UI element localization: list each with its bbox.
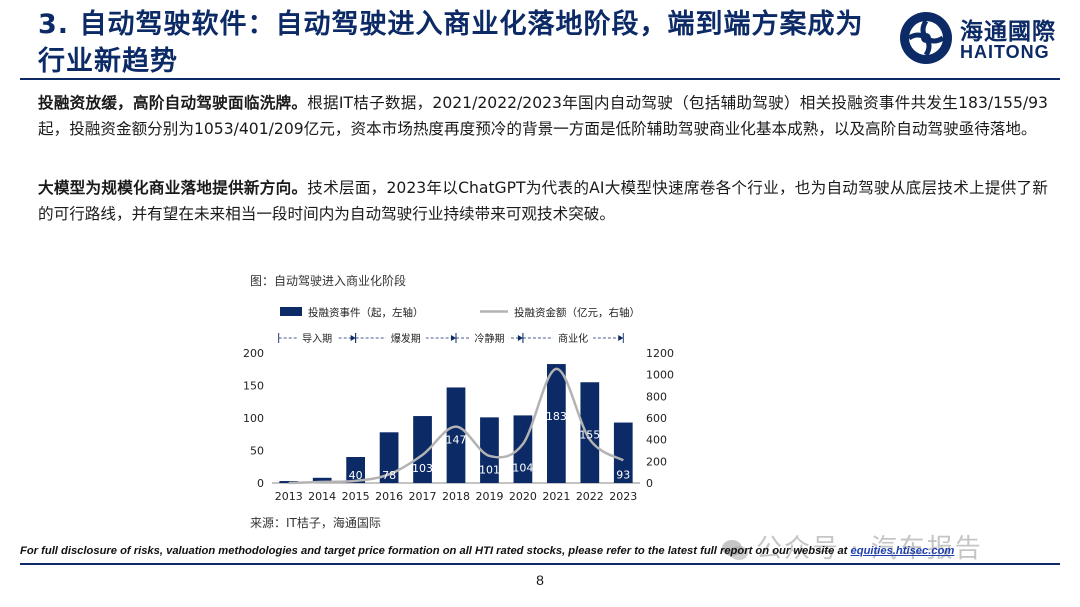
phase-label-bg xyxy=(469,330,510,346)
phase-arrowhead xyxy=(451,335,456,341)
x-axis-tick-label: 2014 xyxy=(308,490,336,503)
disclaimer: For full disclosure of risks, valuation … xyxy=(20,545,1060,557)
legend-label-line: 投融资金额（亿元，右轴） xyxy=(514,306,640,319)
bar-data-label: 183 xyxy=(546,410,567,423)
bar-data-label: 103 xyxy=(412,462,433,475)
footer-divider xyxy=(20,563,1060,565)
x-axis-tick-label: 2023 xyxy=(609,490,637,503)
paragraph-investment-lead: 投融资放缓，高阶自动驾驶面临洗牌。 xyxy=(38,94,308,112)
wechat-icon xyxy=(722,539,748,560)
bar-data-label: 155 xyxy=(579,428,600,441)
phase-label: 爆发期 xyxy=(391,332,421,345)
right-axis-tick-label: 0 xyxy=(646,477,653,490)
paragraph-investment-text: 根据IT桔子数据，2021/2022/2023年国内自动驾驶（包括辅助驾驶）相关… xyxy=(38,94,1048,138)
chart-caption: 图：自动驾驶进入商业化阶段 xyxy=(250,274,407,288)
x-axis-tick-label: 2013 xyxy=(275,490,303,503)
right-axis-tick-label: 1200 xyxy=(646,347,674,360)
bar-data-label: 147 xyxy=(446,433,467,446)
phase-arrowhead xyxy=(517,335,523,341)
bar-investment-events xyxy=(580,382,600,483)
right-axis-tick-label: 1000 xyxy=(646,369,674,382)
bar-data-label: 78 xyxy=(382,469,396,482)
right-axis-tick-label: 600 xyxy=(646,412,667,425)
bar-investment-events xyxy=(346,457,366,483)
x-axis-tick-label: 2018 xyxy=(442,490,470,503)
phase-label: 商业化 xyxy=(558,332,588,345)
bar-data-label: 93 xyxy=(616,469,630,482)
phase-label: 冷静期 xyxy=(474,332,504,345)
bar-investment-events xyxy=(613,422,633,483)
website-link[interactable]: equities.htisec.com xyxy=(850,545,955,557)
slide-title: 3. 自动驾驶软件：自动驾驶进入商业化落地阶段，端到端方案成为行业新趋势 xyxy=(38,9,864,77)
phase-label: 导入期 xyxy=(302,333,332,345)
wechat-watermark: 公众号 · 汽车报告 xyxy=(720,528,1050,568)
watermark-text: 公众号 · 汽车报告 xyxy=(756,534,983,564)
right-axis-tick-label: 200 xyxy=(646,455,667,468)
phase-label-bg xyxy=(385,330,426,346)
bar-data-label: 101 xyxy=(479,463,500,476)
right-axis-tick-label: 400 xyxy=(646,434,667,447)
logo-chinese-name: 海通國際 xyxy=(960,19,1056,45)
logo-english-name: HAITONG xyxy=(960,42,1050,62)
disclaimer-text: For full disclosure of risks, valuation … xyxy=(20,545,851,557)
bar-investment-events xyxy=(480,417,499,483)
right-axis-tick-label: 800 xyxy=(646,390,667,403)
line-investment-amount xyxy=(288,367,624,485)
bar-investment-events xyxy=(312,477,332,483)
phase-arrowhead xyxy=(618,335,624,341)
x-axis-tick-label: 2015 xyxy=(342,490,370,503)
x-axis-tick-label: 2016 xyxy=(375,490,403,503)
phase-label-bg xyxy=(553,330,594,346)
bar-investment-events xyxy=(446,387,466,483)
paragraph-large-models-lead: 大模型为规模化商业落地提供新方向。 xyxy=(38,179,308,197)
paragraph-investment: 投融资放缓，高阶自动驾驶面临洗牌。根据IT桔子数据，2021/2022/2023… xyxy=(38,90,1048,142)
investment-chart: 投融资事件（起，左轴） 投融资金额（亿元，右轴） 导入期 爆发期 冷静期 商业化 0 50 10… xyxy=(243,306,674,503)
bar-investment-events xyxy=(546,364,566,483)
legend-swatch-bars xyxy=(280,307,302,316)
left-axis-tick-label: 150 xyxy=(243,380,264,393)
x-axis-tick-label: 2019 xyxy=(475,490,503,503)
x-axis-tick-label: 2017 xyxy=(409,490,437,503)
page-number: 8 xyxy=(536,572,544,588)
bar-data-label: 104 xyxy=(512,461,533,474)
bar-investment-events xyxy=(413,416,432,483)
title-divider xyxy=(20,78,1060,80)
bar-investment-events xyxy=(379,432,399,483)
paragraph-large-models: 大模型为规模化商业落地提供新方向。技术层面，2023年以ChatGPT为代表的A… xyxy=(38,175,1048,227)
left-axis-tick-label: 100 xyxy=(243,412,264,425)
x-axis-tick-label: 2022 xyxy=(576,490,604,503)
x-axis-tick-label: 2021 xyxy=(542,490,570,503)
haitong-logo: 海通國際 HAITONG xyxy=(898,8,1068,72)
left-axis-tick-label: 200 xyxy=(243,347,264,360)
left-axis-tick-label: 50 xyxy=(250,445,264,458)
bar-data-label: 40 xyxy=(349,469,363,482)
paragraph-large-models-text: 技术层面，2023年以ChatGPT为代表的AI大模型快速席卷各个行业，也为自动… xyxy=(38,179,1048,223)
left-axis-tick-label: 0 xyxy=(257,477,264,490)
phase-arrowhead xyxy=(350,335,356,341)
phase-label-bg xyxy=(297,330,338,346)
legend-label-bars: 投融资事件（起，左轴） xyxy=(308,306,424,319)
haitong-emblem-icon xyxy=(900,12,952,64)
x-axis-tick-label: 2020 xyxy=(509,490,537,503)
chart-source: 来源：IT桔子，海通国际 xyxy=(250,516,381,530)
